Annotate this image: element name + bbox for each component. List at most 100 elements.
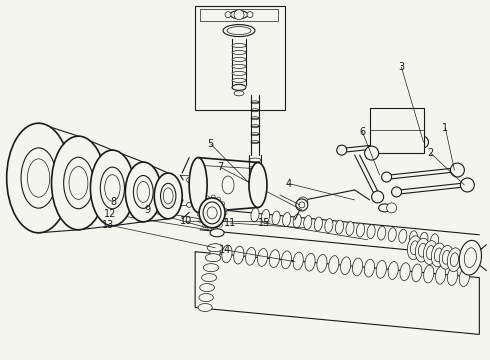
- Circle shape: [416, 136, 428, 148]
- Ellipse shape: [388, 262, 398, 279]
- Ellipse shape: [272, 211, 280, 225]
- Ellipse shape: [223, 24, 255, 37]
- Circle shape: [222, 217, 226, 222]
- Circle shape: [214, 226, 218, 230]
- Ellipse shape: [251, 208, 259, 222]
- Ellipse shape: [281, 251, 292, 269]
- Ellipse shape: [257, 248, 268, 266]
- Ellipse shape: [399, 229, 407, 243]
- Circle shape: [234, 10, 244, 20]
- Ellipse shape: [459, 269, 469, 287]
- Circle shape: [187, 202, 192, 207]
- Ellipse shape: [293, 252, 303, 270]
- Ellipse shape: [125, 162, 161, 222]
- Ellipse shape: [133, 176, 153, 208]
- Ellipse shape: [329, 256, 339, 274]
- Text: 12: 12: [104, 209, 117, 219]
- Ellipse shape: [222, 245, 232, 263]
- Circle shape: [296, 199, 308, 211]
- Text: 5: 5: [208, 139, 214, 149]
- Ellipse shape: [430, 234, 439, 248]
- Ellipse shape: [250, 188, 260, 196]
- Text: 7: 7: [218, 162, 224, 172]
- Ellipse shape: [100, 167, 124, 209]
- Text: 13: 13: [102, 220, 114, 230]
- Text: 3: 3: [398, 62, 404, 72]
- Ellipse shape: [440, 246, 454, 269]
- Ellipse shape: [210, 229, 224, 237]
- Ellipse shape: [207, 207, 217, 219]
- Circle shape: [206, 196, 210, 200]
- Ellipse shape: [199, 293, 213, 302]
- Ellipse shape: [379, 204, 391, 212]
- Ellipse shape: [335, 220, 343, 234]
- Ellipse shape: [400, 263, 410, 280]
- Ellipse shape: [203, 264, 219, 272]
- Ellipse shape: [232, 71, 246, 75]
- Ellipse shape: [431, 243, 445, 267]
- Ellipse shape: [325, 219, 333, 233]
- Ellipse shape: [305, 253, 315, 271]
- Text: 15: 15: [258, 218, 271, 228]
- Circle shape: [365, 146, 379, 160]
- Ellipse shape: [234, 246, 244, 264]
- Ellipse shape: [314, 217, 322, 231]
- Ellipse shape: [27, 159, 50, 197]
- Ellipse shape: [412, 264, 422, 282]
- Ellipse shape: [436, 266, 446, 284]
- Ellipse shape: [232, 44, 246, 48]
- Ellipse shape: [245, 247, 256, 265]
- Circle shape: [199, 219, 203, 223]
- Ellipse shape: [459, 240, 482, 275]
- Bar: [369, 108, 424, 153]
- Ellipse shape: [423, 240, 438, 264]
- Text: 6: 6: [359, 127, 366, 136]
- Bar: [200, 9, 278, 21]
- Ellipse shape: [416, 238, 430, 262]
- Ellipse shape: [232, 84, 246, 90]
- Ellipse shape: [304, 216, 312, 229]
- Circle shape: [337, 145, 347, 155]
- Circle shape: [392, 187, 401, 197]
- Ellipse shape: [199, 198, 225, 228]
- Ellipse shape: [447, 248, 462, 271]
- Ellipse shape: [69, 167, 88, 199]
- Circle shape: [201, 199, 205, 204]
- Circle shape: [223, 211, 227, 215]
- Circle shape: [450, 163, 465, 177]
- Ellipse shape: [200, 284, 215, 292]
- Ellipse shape: [424, 265, 434, 283]
- Ellipse shape: [21, 148, 56, 208]
- Ellipse shape: [64, 157, 93, 209]
- Ellipse shape: [154, 173, 182, 219]
- Circle shape: [382, 172, 392, 182]
- Ellipse shape: [201, 274, 217, 282]
- Ellipse shape: [262, 210, 270, 223]
- Ellipse shape: [464, 248, 476, 267]
- Ellipse shape: [317, 255, 327, 272]
- Ellipse shape: [234, 91, 244, 96]
- Ellipse shape: [270, 250, 279, 267]
- Ellipse shape: [227, 27, 251, 35]
- Ellipse shape: [367, 225, 375, 239]
- Ellipse shape: [161, 183, 176, 208]
- Ellipse shape: [232, 78, 246, 82]
- Ellipse shape: [388, 228, 396, 242]
- Ellipse shape: [189, 158, 207, 212]
- Bar: [195, 6, 285, 110]
- Ellipse shape: [376, 260, 387, 278]
- Circle shape: [217, 197, 221, 201]
- Circle shape: [208, 214, 212, 218]
- Text: 1: 1: [442, 123, 448, 133]
- Text: 14: 14: [220, 245, 232, 255]
- Ellipse shape: [207, 244, 223, 252]
- Ellipse shape: [232, 64, 246, 68]
- Circle shape: [197, 212, 201, 216]
- Ellipse shape: [283, 212, 291, 226]
- Ellipse shape: [293, 214, 301, 228]
- Ellipse shape: [232, 58, 246, 62]
- Ellipse shape: [203, 202, 221, 224]
- Circle shape: [461, 178, 474, 192]
- Ellipse shape: [230, 11, 248, 19]
- Ellipse shape: [341, 257, 351, 275]
